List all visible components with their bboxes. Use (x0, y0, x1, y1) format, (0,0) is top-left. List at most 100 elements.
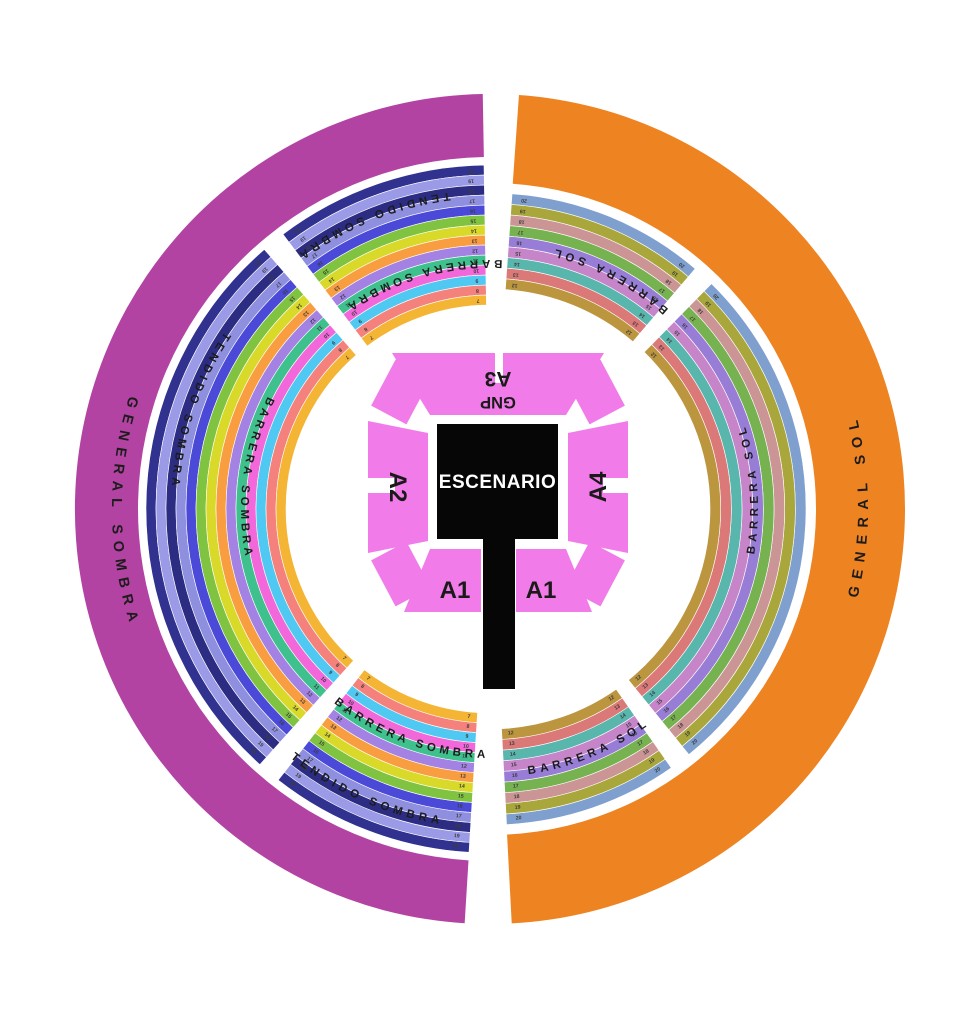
row-number-label: 13 (513, 271, 520, 278)
row-number-label: 16 (681, 321, 689, 329)
row-number-label: 7 (365, 675, 371, 682)
row-number-label: 17 (517, 229, 524, 236)
row-number-label: 14 (638, 311, 646, 319)
section-a4[interactable] (568, 421, 628, 553)
section-gnp-a3-labels: GNP A3 (480, 367, 516, 411)
row-number-label: 13 (658, 343, 666, 351)
section-corner-wedge-2[interactable] (565, 359, 625, 425)
section-general-sol[interactable] (507, 95, 905, 924)
row-number-label: 7 (476, 297, 479, 303)
row-number-label: 14 (619, 712, 627, 720)
row-number-label: 14 (459, 783, 465, 790)
row-number-label: 18 (697, 307, 705, 315)
row-number-label: 15 (515, 250, 522, 257)
row-number-label: 13 (471, 237, 477, 243)
row-number-label: 18 (642, 748, 650, 756)
section-gnp-a3[interactable] (392, 353, 604, 415)
row-number-label: 11 (473, 257, 479, 263)
row-number-label: 14 (327, 276, 335, 284)
a1-left-label: A1 (440, 577, 471, 604)
row-number-label: 13 (509, 741, 515, 748)
row-number-label: 12 (472, 247, 478, 253)
stage-label: ESCENARIO (439, 472, 556, 493)
row-number-label: 11 (312, 683, 320, 691)
row-number-label: 13 (329, 723, 337, 731)
row-number-label: 16 (652, 294, 660, 302)
section-arc-sol-seg2-ring9[interactable] (628, 344, 721, 689)
row-number-label: 13 (333, 284, 341, 292)
a2-label: A2 (384, 472, 411, 503)
row-number-label: 19 (468, 177, 474, 183)
row-number-label: 18 (518, 218, 525, 225)
row-number-label: 13 (613, 703, 621, 711)
row-number-label: 16 (281, 287, 289, 295)
row-number-label: 17 (658, 286, 666, 294)
section-corner-wedge-1[interactable] (371, 359, 431, 425)
row-number-label: 19 (294, 772, 302, 780)
section-a1-right[interactable] (516, 549, 592, 612)
row-number-label: 20 (691, 738, 699, 746)
section-arc-sol-seg1-ring9[interactable] (505, 278, 641, 343)
row-number-label: 14 (666, 336, 674, 344)
row-number-label: 20 (516, 815, 522, 822)
row-number-label: 10 (319, 676, 327, 684)
row-number-label: 18 (263, 733, 271, 741)
section-general-sombra[interactable] (74, 94, 484, 924)
row-number-label: 19 (648, 757, 656, 765)
stage-block (437, 424, 558, 539)
row-number-label: 7 (341, 655, 347, 661)
row-number-label: 12 (650, 351, 658, 359)
row-number-label: 16 (457, 803, 463, 810)
row-number-label: 10 (473, 267, 479, 273)
row-number-label: 17 (670, 714, 678, 722)
row-number-label: 18 (677, 722, 685, 730)
row-number-label: 19 (704, 299, 712, 307)
section-arc-sombra-seg3-ring14[interactable] (357, 669, 478, 723)
row-number-label: 15 (625, 721, 633, 729)
row-number-label: 19 (520, 207, 527, 214)
row-number-label: 12 (508, 730, 514, 737)
row-number-label: 20 (678, 261, 686, 269)
section-a2[interactable] (368, 421, 428, 553)
row-number-label: 16 (516, 239, 523, 246)
section-arc-sombra-seg2-ring14[interactable] (275, 347, 357, 669)
row-number-label: 16 (663, 706, 671, 714)
row-number-label: 13 (460, 773, 466, 780)
row-number-label: 18 (665, 277, 673, 285)
row-number-label: 20 (249, 747, 257, 755)
section-a1-left[interactable] (404, 549, 481, 612)
gnp-label: GNP (480, 393, 516, 411)
row-number-label: 7 (467, 714, 471, 720)
row-number-label: 15 (656, 698, 664, 706)
row-number-label: 16 (512, 773, 518, 780)
row-number-label: 14 (291, 705, 299, 713)
row-number-label: 17 (469, 197, 475, 203)
row-number-label: 10 (350, 308, 358, 316)
a4-label: A4 (585, 471, 612, 502)
section-arc-sombra-seg1-ring14[interactable] (360, 294, 487, 347)
row-number-label: 10 (346, 699, 354, 707)
row-number-label: 13 (632, 319, 640, 327)
row-number-label: 17 (310, 251, 318, 259)
section-corner-wedge-3[interactable] (371, 541, 431, 607)
row-number-label: 8 (337, 346, 343, 352)
row-number-label: 14 (294, 302, 302, 310)
section-corner-wedge-4[interactable] (565, 541, 625, 607)
row-number-label: 19 (454, 833, 460, 840)
row-number-label: 19 (671, 269, 679, 277)
row-number-label: 16 (470, 207, 476, 213)
row-number-label: 12 (511, 282, 518, 289)
row-number-label: 18 (514, 794, 520, 801)
row-number-label: 12 (461, 763, 467, 770)
row-number-label: 11 (344, 300, 352, 308)
section-arc-sol-seg3-ring9[interactable] (501, 688, 623, 740)
row-number-label: 11 (315, 324, 323, 332)
row-number-label: 17 (270, 726, 278, 734)
row-number-label: 12 (338, 292, 346, 300)
row-number-label: 13 (301, 309, 309, 317)
row-number-label: 10 (463, 744, 469, 751)
row-number-label: 15 (317, 740, 325, 748)
a3-label: A3 (485, 367, 512, 390)
row-number-label: 15 (511, 762, 517, 769)
row-number-label: 17 (456, 813, 462, 820)
